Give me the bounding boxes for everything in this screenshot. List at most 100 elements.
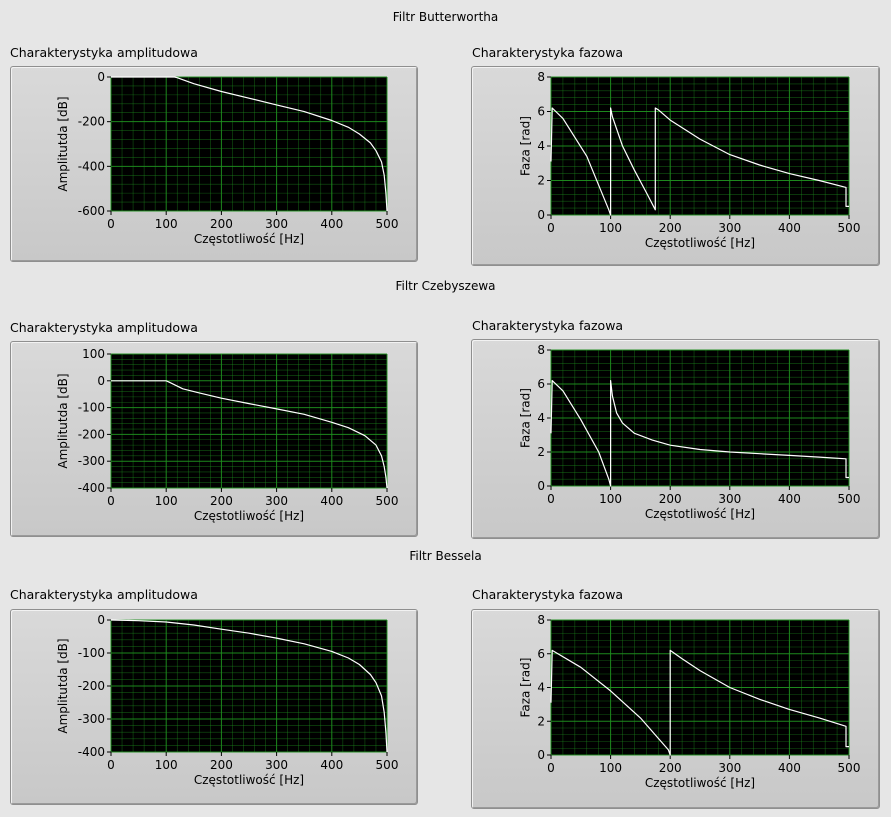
y-tick-label: -400: [78, 159, 105, 173]
x-tick-label: 300: [718, 221, 741, 235]
chart-bessel-amplitude: 0 100 200 300 400 500 0 -100 -200 -300 -400 Częstot…: [10, 609, 418, 805]
y-tick-label: 2: [537, 445, 545, 459]
x-tick-label: 200: [659, 761, 682, 775]
x-tick-label: 300: [265, 494, 288, 508]
x-tick-label: 400: [778, 221, 801, 235]
plot-svg: 0 100 200 300 400 500 0 2 4 6 8 Częstotliwość [Hz] F…: [519, 343, 861, 521]
x-tick-label: 0: [107, 494, 115, 508]
x-tick-label: 0: [547, 492, 555, 506]
x-tick-label: 400: [320, 758, 343, 772]
y-tick-label: -400: [78, 481, 105, 495]
y-tick-label: 8: [537, 343, 545, 357]
x-axis-label: Częstotliwość [Hz]: [645, 507, 755, 521]
x-tick-label: 100: [599, 221, 622, 235]
plot-svg: 0 100 200 300 400 500 0 -100 -200 -300 -400 Częstot…: [56, 613, 399, 787]
y-tick-label: 6: [537, 647, 545, 661]
grid: [550, 76, 850, 216]
chart-title-butterworth-amplitude: Charakterystyka amplitudowa: [10, 45, 198, 60]
x-tick-label: 500: [376, 758, 399, 772]
x-tick-label: 500: [838, 492, 861, 506]
plot-svg: 0 100 200 300 400 500 0 2 4 6 8 Częstotliwość [Hz] F…: [519, 70, 861, 250]
y-axis-label: Amplitutda [dB]: [56, 96, 70, 191]
x-tick-label: 100: [155, 758, 178, 772]
y-tick-label: 6: [537, 105, 545, 119]
x-tick-label: 0: [547, 761, 555, 775]
y-axis-label: Faza [rad]: [519, 658, 533, 718]
y-tick-label: 2: [537, 174, 545, 188]
y-tick-label: -100: [78, 401, 105, 415]
chart-chebyshev-phase: 0 100 200 300 400 500 0 2 4 6 8 Częstotliwość [Hz] F…: [471, 339, 880, 539]
chart-butterworth-amplitude: 0 100 200 300 400 500 0 -200 -400 -600 Częstotliwo…: [10, 66, 418, 262]
y-tick-label: -300: [78, 454, 105, 468]
chart-bessel-phase: 0 100 200 300 400 500 0 2 4 6 8 Częstotliwość [Hz] F…: [471, 609, 880, 809]
x-tick-label: 400: [320, 494, 343, 508]
x-tick-label: 100: [155, 494, 178, 508]
y-tick-label: -200: [78, 679, 105, 693]
x-tick-label: 400: [778, 761, 801, 775]
y-tick-label: 0: [97, 613, 105, 627]
chart-title-butterworth-phase: Charakterystyka fazowa: [472, 45, 624, 60]
y-tick-label: 0: [537, 208, 545, 222]
y-tick-label: 100: [82, 347, 105, 361]
y-tick-label: 0: [537, 748, 545, 762]
plot-svg: 0 100 200 300 400 500 0 -200 -400 -600 Częstotliwo…: [56, 70, 399, 246]
section-title-butterworth: Filtr Butterwortha: [392, 10, 499, 24]
x-tick-label: 100: [599, 761, 622, 775]
chart-butterworth-phase: 0 100 200 300 400 500 0 2 4 6 8 Częstotliwość [Hz] F…: [471, 66, 880, 266]
x-tick-label: 500: [838, 761, 861, 775]
series-line: [110, 619, 388, 753]
y-tick-label: 0: [537, 479, 545, 493]
x-tick-label: 500: [376, 494, 399, 508]
chart-title-bessel-amplitude: Charakterystyka amplitudowa: [10, 587, 198, 602]
y-tick-label: 0: [97, 374, 105, 388]
x-tick-label: 200: [659, 492, 682, 506]
x-tick-label: 300: [718, 492, 741, 506]
y-tick-label: -400: [78, 745, 105, 759]
x-axis-label: Częstotliwość [Hz]: [194, 773, 304, 787]
y-tick-label: 8: [537, 70, 545, 84]
x-tick-label: 400: [778, 492, 801, 506]
plot-svg: 0 100 200 300 400 500 100 0 -100 -200 -300 -400 Częs…: [56, 347, 399, 523]
series-line: [550, 107, 849, 216]
series-line: [550, 649, 849, 756]
plot-svg: 0 100 200 300 400 500 0 2 4 6 8 Częstotliwość [Hz] F…: [519, 613, 861, 790]
grid: [550, 349, 850, 487]
section-title-chebyshev: Filtr Czebyszewa: [395, 279, 496, 293]
x-tick-label: 0: [547, 221, 555, 235]
x-tick-label: 200: [659, 221, 682, 235]
y-tick-label: 4: [537, 411, 545, 425]
x-tick-label: 500: [838, 221, 861, 235]
x-tick-label: 200: [210, 758, 233, 772]
x-tick-label: 0: [107, 758, 115, 772]
plot-area: [111, 77, 387, 211]
plot-area: [111, 354, 387, 488]
x-tick-label: 0: [107, 217, 115, 231]
y-axis-label: Faza [rad]: [519, 116, 533, 176]
y-tick-label: -200: [78, 115, 105, 129]
x-axis-label: Częstotliwość [Hz]: [645, 776, 755, 790]
x-tick-label: 300: [718, 761, 741, 775]
x-tick-label: 500: [376, 217, 399, 231]
x-tick-label: 300: [265, 758, 288, 772]
chart-title-bessel-phase: Charakterystyka fazowa: [472, 587, 624, 602]
x-axis-label: Częstotliwość [Hz]: [194, 232, 304, 246]
chart-title-chebyshev-phase: Charakterystyka fazowa: [472, 318, 624, 333]
chart-chebyshev-amplitude: 0 100 200 300 400 500 100 0 -100 -200 -300 -400 Częs…: [10, 341, 418, 537]
series-line: [111, 76, 388, 212]
x-tick-label: 200: [210, 494, 233, 508]
grid: [550, 619, 850, 756]
series-line: [111, 380, 388, 489]
y-tick-label: -300: [78, 712, 105, 726]
grid: [110, 76, 388, 212]
y-tick-label: -100: [78, 646, 105, 660]
y-tick-label: 0: [97, 70, 105, 84]
x-axis-label: Częstotliwość [Hz]: [645, 236, 755, 250]
y-axis-label: Amplitutda [dB]: [56, 638, 70, 733]
x-tick-label: 200: [210, 217, 233, 231]
section-title-bessel: Filtr Bessela: [409, 549, 482, 563]
y-tick-label: 8: [537, 613, 545, 627]
grid: [110, 353, 388, 489]
chart-title-chebyshev-amplitude: Charakterystyka amplitudowa: [10, 320, 198, 335]
grid: [110, 619, 388, 753]
y-tick-label: -200: [78, 427, 105, 441]
